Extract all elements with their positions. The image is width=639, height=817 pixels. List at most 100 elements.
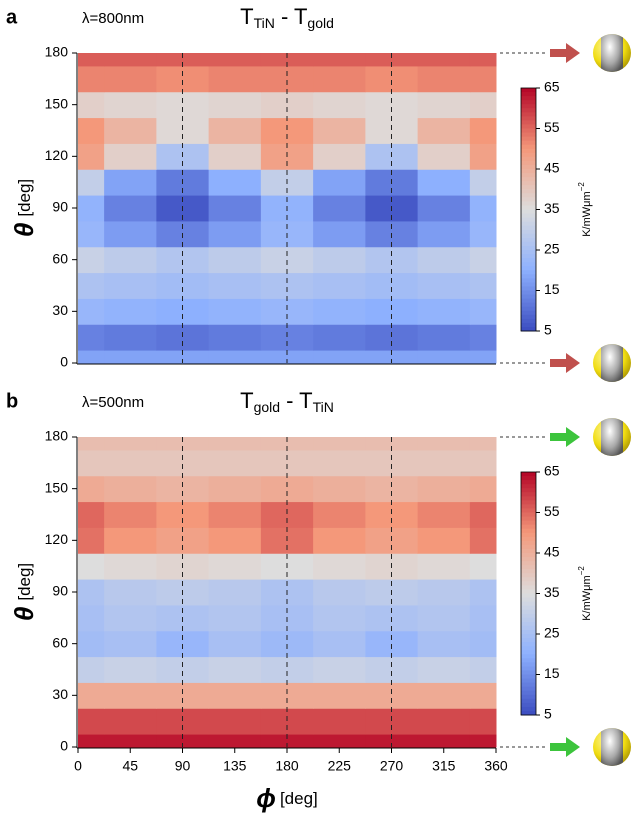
heat-cell [365, 656, 419, 683]
heat-cell [78, 656, 105, 683]
colorbar-unit: K/mWμm [581, 191, 593, 236]
colorbar-step [521, 189, 536, 194]
heat-cell [156, 298, 210, 325]
colorbar-step [521, 152, 536, 158]
heat-cell [208, 656, 262, 683]
colorbar-step [521, 516, 536, 522]
heat-cell [417, 708, 471, 735]
heat-cell [313, 143, 366, 170]
heat-cell [78, 246, 105, 274]
colorbar-step [521, 504, 536, 509]
heat-cell [78, 553, 105, 580]
colorbar-step [521, 302, 536, 308]
colorbar-step [521, 694, 536, 700]
colorbar-tick-label: 25 [544, 625, 560, 641]
colorbar-step [521, 690, 536, 696]
heat-cell [208, 195, 262, 222]
colorbar-step [521, 508, 536, 513]
arrow [550, 737, 580, 757]
heat-cell [104, 350, 157, 364]
colorbar-step [521, 662, 536, 667]
colorbar-step [521, 601, 536, 607]
colorbar-step [521, 540, 536, 546]
colorbar-step [521, 128, 536, 134]
heat-cell [260, 682, 314, 709]
heat-cell [417, 169, 471, 196]
heat-cell [417, 195, 471, 222]
sphere-gray [601, 34, 623, 72]
heat-cell [208, 220, 262, 248]
heat-cell [208, 604, 262, 632]
heat-cell [78, 437, 105, 451]
heat-cell [78, 272, 105, 299]
heat-cell [104, 656, 157, 683]
colorbar-step [521, 698, 536, 704]
heat-cell [104, 501, 157, 528]
sphere-gray [601, 728, 623, 766]
colorbar-step [521, 557, 536, 562]
y-tick-label: 60 [52, 634, 68, 650]
colorbar-step [521, 654, 536, 659]
heat-cell [313, 527, 366, 554]
heat-cell [156, 272, 210, 299]
y-tick-label: 0 [60, 354, 68, 370]
heat-cell [208, 91, 262, 119]
y-tick-label: 180 [45, 44, 69, 60]
colorbar-label: K/mWμm−2 [577, 182, 593, 237]
heat-cell [78, 65, 105, 93]
heat-cell [78, 143, 105, 170]
heat-cell [104, 708, 157, 735]
chart-title: TTiN - Tgold [240, 4, 334, 31]
heat-cell [208, 734, 262, 748]
colorbar-step [521, 480, 536, 485]
colorbar-step [521, 144, 536, 150]
colorbar-step [521, 553, 536, 558]
x-axis-symbol: ϕ [256, 783, 276, 813]
heat-cell [208, 682, 262, 709]
colorbar-step [521, 306, 536, 312]
heat-cell [208, 324, 262, 351]
colorbar-step [521, 666, 536, 671]
x-tick-label: 315 [432, 758, 456, 774]
colorbar-step [521, 193, 536, 198]
heat-cell [469, 656, 497, 683]
heat-cell [156, 65, 210, 93]
heat-cell [78, 630, 105, 658]
heat-cell [313, 117, 366, 144]
colorbar-label: K/mWμm−2 [577, 566, 593, 621]
colorbar-step [521, 548, 536, 554]
heat-cell [469, 350, 497, 364]
heat-cell [78, 195, 105, 222]
heat-cell [313, 169, 366, 196]
heat-cell [260, 53, 314, 67]
heat-cell [78, 220, 105, 248]
heat-cell [417, 630, 471, 658]
heat-cell [260, 734, 314, 748]
heat-cell [417, 91, 471, 119]
colorbar-step [521, 536, 536, 542]
y-tick-label: 120 [45, 147, 69, 163]
heat-cell [208, 143, 262, 170]
y-axis-unit: [deg] [15, 563, 34, 601]
colorbar-step [521, 298, 536, 304]
heat-cell [78, 501, 105, 528]
colorbar-tick-label: 25 [544, 241, 560, 257]
heat-cell [417, 734, 471, 748]
colorbar-step [521, 286, 536, 291]
heat-cell [208, 298, 262, 325]
heat-cell [156, 682, 210, 709]
heat-cell [156, 656, 210, 683]
heat-cell [156, 449, 210, 477]
heat-cell [78, 682, 105, 709]
colorbar-tick-label: 45 [544, 544, 560, 560]
heat-cell [104, 195, 157, 222]
sphere [593, 418, 631, 456]
colorbar-step [521, 625, 536, 631]
colorbar-tick-label: 65 [544, 79, 560, 95]
sphere-gray [601, 344, 623, 382]
heat-cell [469, 298, 497, 325]
sphere [593, 728, 631, 766]
colorbar-step [521, 241, 536, 247]
heat-cell [469, 579, 497, 606]
heat-cell [313, 449, 366, 477]
